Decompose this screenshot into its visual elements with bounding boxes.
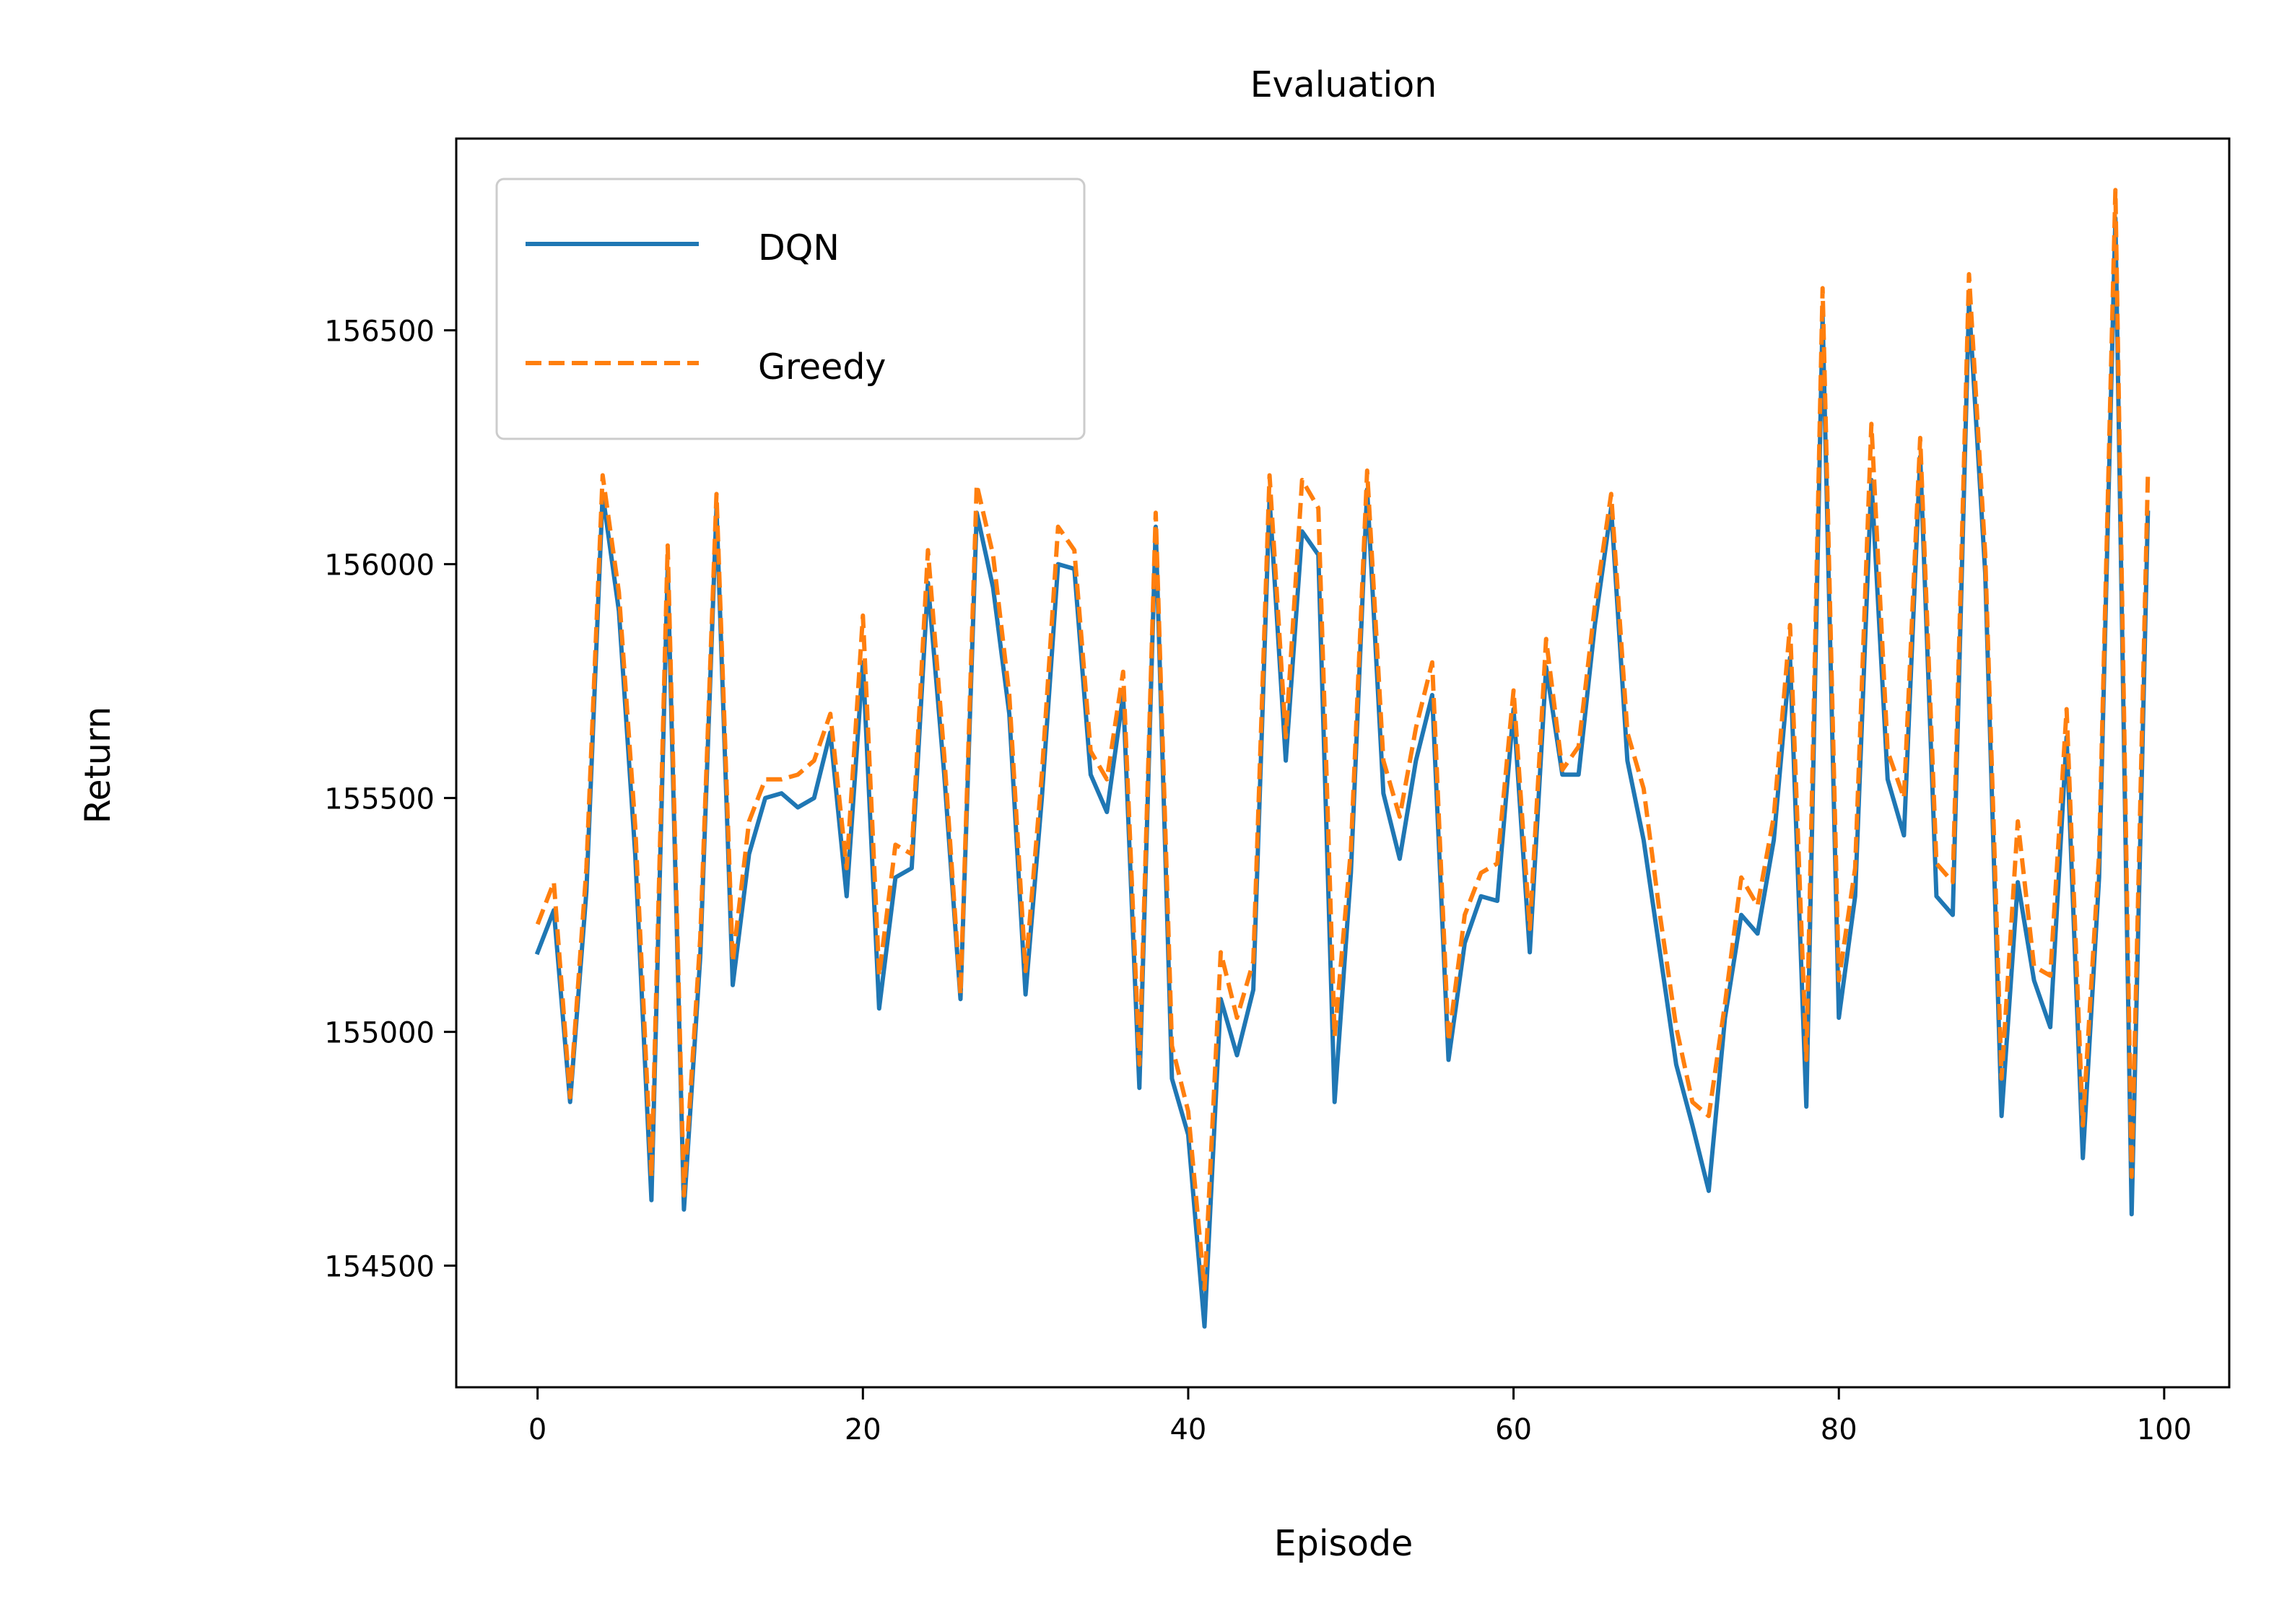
y-tick-label: 155000: [324, 1017, 435, 1050]
x-tick-label: 80: [1821, 1413, 1857, 1446]
x-tick-label: 100: [2137, 1413, 2192, 1446]
x-axis-label: Episode: [1274, 1523, 1413, 1564]
axes-frame: [455, 137, 2231, 1389]
series-line-greedy: [535, 188, 2151, 1291]
legend-box: [495, 178, 1086, 440]
chart-title: Evaluation: [1250, 64, 1437, 105]
y-tick-label: 156000: [324, 549, 435, 582]
x-tick-label: 60: [1495, 1413, 1532, 1446]
y-tick-label: 155500: [324, 783, 435, 816]
x-axis-ticks: 0 20 40 60 80 100: [528, 1387, 2192, 1446]
y-axis-label: Return: [77, 707, 118, 824]
x-tick-label: 20: [845, 1413, 881, 1446]
y-tick-label: 156500: [324, 315, 435, 349]
series-layer: [534, 188, 2151, 1329]
y-tick-label: 154500: [324, 1251, 435, 1284]
legend: DQN Greedy: [495, 178, 1086, 440]
legend-label-dqn: DQN: [758, 227, 840, 269]
legend-label-greedy: Greedy: [758, 346, 886, 388]
y-axis-ticks: 154500 155000 155500 156000 156500: [324, 315, 456, 1284]
x-tick-label: 0: [528, 1413, 546, 1446]
x-tick-label: 40: [1169, 1413, 1206, 1446]
